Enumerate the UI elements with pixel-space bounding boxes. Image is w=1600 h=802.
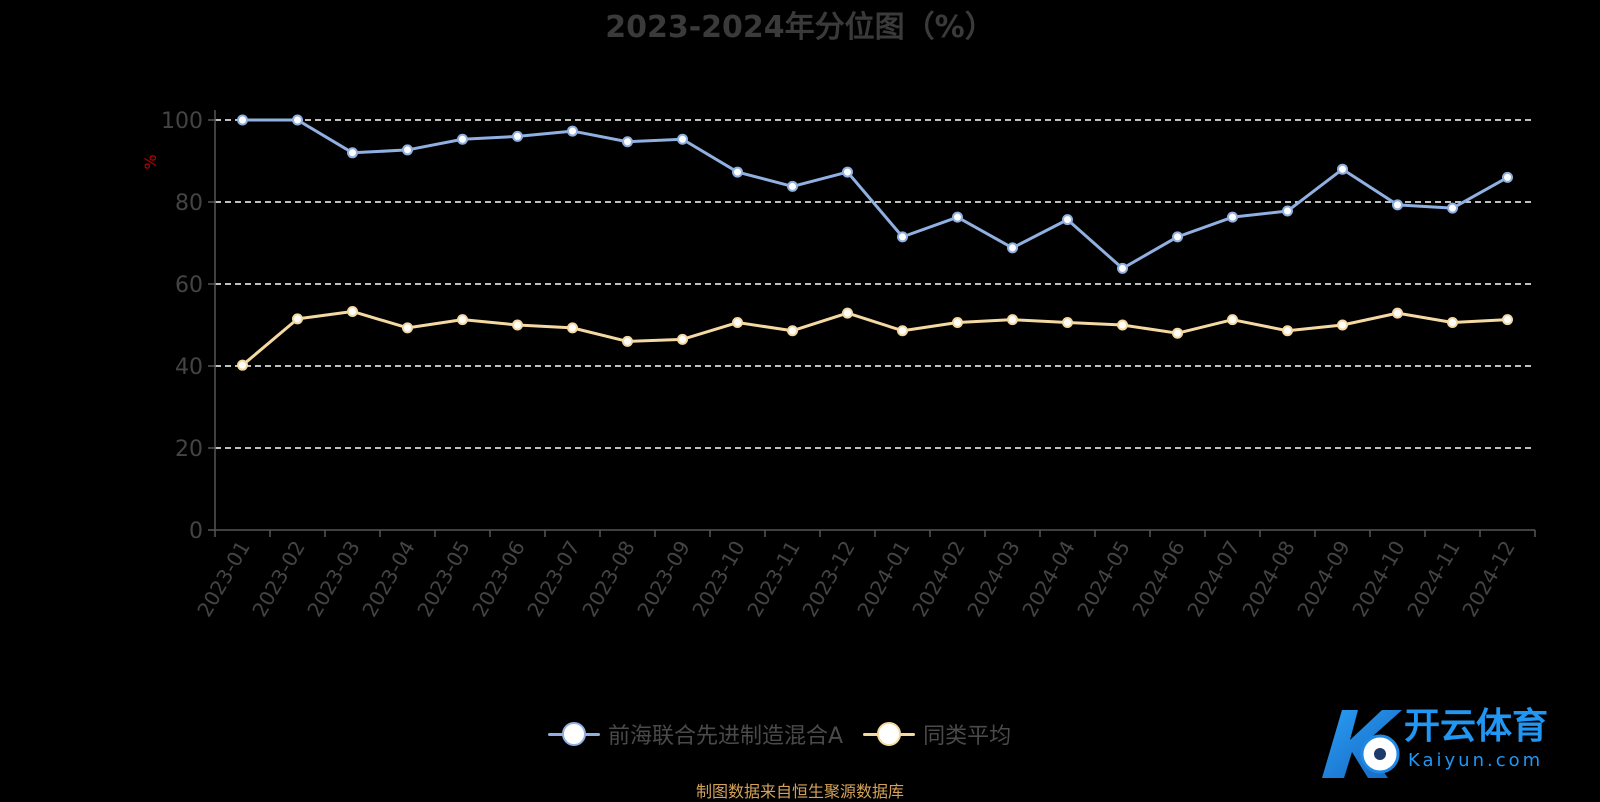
data-point	[1117, 319, 1128, 331]
data-point	[1007, 314, 1018, 326]
data-point	[1502, 171, 1513, 183]
x-tick-label: 2024-01	[852, 537, 915, 621]
legend-item-average[interactable]: 同类平均	[863, 718, 1011, 750]
data-point	[457, 133, 468, 145]
logo-domain: Kaiyun.com	[1408, 750, 1543, 771]
data-point	[677, 133, 688, 145]
data-point	[842, 307, 853, 319]
data-point	[677, 333, 688, 345]
chart-legend: 前海联合先进制造混合A 同类平均	[548, 718, 1011, 750]
legend-marker-average	[863, 720, 916, 748]
x-tick-label: 2023-07	[522, 537, 585, 621]
data-point	[1282, 205, 1293, 217]
logo-wordmark: 开云体育	[1404, 706, 1548, 747]
x-tick-label: 2024-12	[1457, 537, 1520, 621]
data-point	[622, 335, 633, 347]
data-point	[1337, 319, 1348, 331]
data-point	[1172, 231, 1183, 243]
data-point	[292, 114, 303, 126]
data-point	[457, 314, 468, 326]
y-axis-label: %	[141, 154, 160, 169]
data-point	[622, 136, 633, 148]
data-point	[347, 305, 358, 317]
data-point	[1227, 314, 1238, 326]
data-point	[1062, 214, 1073, 226]
x-tick-labels: 2023-012023-022023-032023-042023-052023-…	[192, 537, 1520, 621]
data-point	[512, 130, 523, 142]
y-tick-label: 80	[175, 191, 203, 216]
x-tick-label: 2024-04	[1017, 537, 1080, 621]
data-point	[1282, 325, 1293, 337]
data-point	[897, 325, 908, 337]
x-tick-label: 2023-03	[302, 537, 365, 621]
axes	[208, 110, 1536, 537]
data-point	[1502, 314, 1513, 326]
x-tick-label: 2023-05	[412, 537, 475, 621]
data-point	[567, 125, 578, 137]
y-tick-label: 20	[175, 437, 203, 462]
x-tick-label: 2024-06	[1127, 537, 1190, 621]
data-point	[842, 166, 853, 178]
data-point	[1007, 242, 1018, 254]
x-tick-label: 2023-11	[742, 537, 805, 621]
chart-title: 2023-2024年分位图（%）	[605, 10, 995, 45]
x-tick-label: 2024-09	[1292, 537, 1355, 621]
data-point	[1447, 317, 1458, 329]
x-tick-label: 2024-03	[962, 537, 1025, 621]
data-point	[512, 319, 523, 331]
data-point	[952, 211, 963, 223]
data-point	[1172, 327, 1183, 339]
x-tick-label: 2024-08	[1237, 537, 1300, 621]
x-tick-label: 2023-02	[247, 537, 310, 621]
data-point	[402, 322, 413, 334]
data-point	[1337, 163, 1348, 175]
legend-marker-fund	[548, 720, 600, 748]
data-point	[897, 231, 908, 243]
data-point	[1392, 199, 1403, 211]
data-point	[1227, 211, 1238, 223]
data-point	[732, 317, 743, 329]
series-line-1	[241, 309, 1508, 367]
y-tick-label: 60	[175, 273, 203, 298]
y-tick-label: 0	[189, 519, 203, 544]
x-tick-label: 2023-08	[577, 537, 640, 621]
data-point	[1117, 262, 1128, 274]
x-tick-label: 2024-05	[1072, 537, 1135, 621]
legend-label-average: 同类平均	[923, 724, 1012, 749]
y-tick-label: 100	[161, 109, 203, 134]
x-tick-label: 2023-04	[357, 537, 420, 621]
x-tick-label: 2023-01	[192, 537, 255, 621]
data-point	[292, 313, 303, 325]
data-point	[787, 180, 798, 192]
grid-lines	[215, 119, 1535, 449]
x-tick-label: 2024-11	[1402, 537, 1465, 621]
data-point	[567, 322, 578, 334]
x-tick-label: 2024-10	[1347, 537, 1410, 621]
x-tick-label: 2024-07	[1182, 537, 1245, 621]
data-point	[347, 147, 358, 159]
data-point	[1447, 202, 1458, 214]
data-point	[1062, 317, 1073, 329]
x-tick-label: 2023-06	[467, 537, 530, 621]
data-point	[787, 325, 798, 337]
legend-item-fund[interactable]: 前海联合先进制造混合A	[548, 718, 843, 750]
series-group	[237, 114, 1513, 371]
data-point	[952, 317, 963, 329]
data-point	[237, 359, 248, 371]
legend-label-fund: 前海联合先进制造混合A	[608, 724, 844, 749]
data-point	[1392, 307, 1403, 319]
y-tick-labels: 0 20 40 60 80 100	[161, 109, 203, 544]
x-tick-label: 2023-12	[797, 537, 860, 621]
data-point	[402, 144, 413, 156]
x-tick-label: 2023-09	[632, 537, 695, 621]
x-tick-label: 2024-02	[907, 537, 970, 621]
kaiyun-logo: 开云体育 Kaiyun.com	[1322, 706, 1548, 778]
series-line-0	[242, 118, 1509, 270]
data-point	[237, 114, 248, 126]
data-point	[732, 166, 743, 178]
x-tick-label: 2023-10	[687, 537, 750, 621]
y-tick-label: 40	[175, 355, 203, 380]
source-note: 制图数据来自恒生聚源数据库	[695, 782, 904, 801]
